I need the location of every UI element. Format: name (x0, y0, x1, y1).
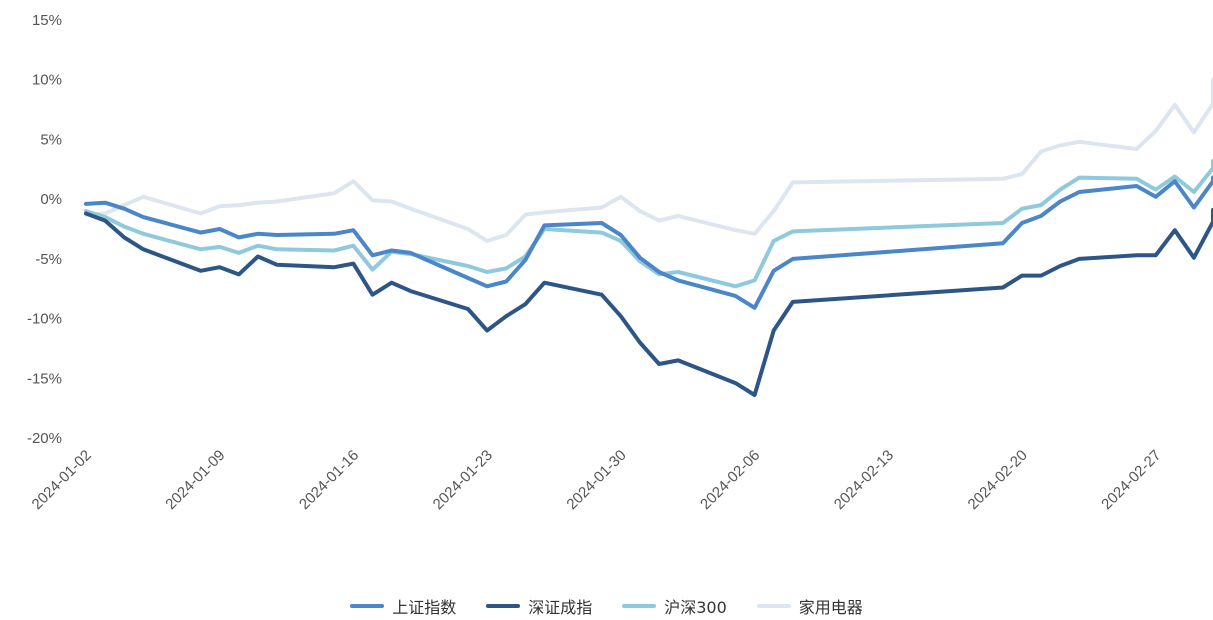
x-axis: 2024-01-02 2024-01-09 2024-01-16 2024-01-23… (29, 447, 1165, 513)
legend-item: 家用电器 (756, 594, 863, 618)
x-tick-label: 2024-02-27 (1098, 447, 1164, 513)
x-tick-label: 2024-01-23 (430, 447, 496, 513)
y-tick-label: 0% (40, 191, 62, 208)
legend-label: 上证指数 (392, 598, 457, 617)
series-line-1 (84, 207, 1213, 397)
y-tick-label: -5% (35, 251, 62, 268)
x-tick-label: 2024-01-02 (29, 447, 95, 513)
legend-swatch (622, 604, 657, 608)
x-tick-label: 2024-02-06 (697, 447, 763, 513)
series-line-2 (84, 158, 1213, 289)
x-tick-label: 2024-01-16 (296, 447, 362, 513)
legend-label: 沪深300 (664, 598, 727, 617)
x-tick-label: 2024-02-20 (965, 447, 1031, 513)
series-line-0 (84, 175, 1213, 310)
legend-item: 上证指数 (350, 594, 456, 618)
x-tick-label: 2024-02-13 (831, 447, 897, 513)
series-line-3 (84, 77, 1213, 243)
legend-swatch (756, 604, 791, 608)
y-tick-label: 10% (32, 72, 62, 89)
x-tick-label: 2024-01-30 (563, 447, 629, 513)
legend-label: 家用电器 (798, 598, 863, 617)
line-chart: 15%10%5%0%-5%-10%-15%-20% 2024-01-02 2024… (27, 12, 1213, 513)
legend-swatch (350, 604, 385, 608)
y-tick-label: -20% (27, 430, 62, 447)
legend-item: 深证成指 (486, 594, 592, 618)
series-layer (84, 77, 1213, 397)
y-tick-label: 5% (40, 131, 62, 148)
x-tick-label: 2024-01-09 (162, 447, 228, 513)
legend-item: 沪深300 (622, 594, 727, 618)
legend-label: 深证成指 (528, 598, 593, 617)
y-tick-label: -10% (27, 311, 62, 328)
y-tick-label: 15% (32, 12, 62, 29)
y-axis: 15% 10% 5% 0% -5% -10% -15% -20% (27, 12, 62, 447)
legend-swatch (486, 604, 521, 608)
legend: 上证指数 深证成指 沪深300 家用电器 (0, 594, 1213, 618)
y-tick-label: -15% (27, 370, 62, 387)
